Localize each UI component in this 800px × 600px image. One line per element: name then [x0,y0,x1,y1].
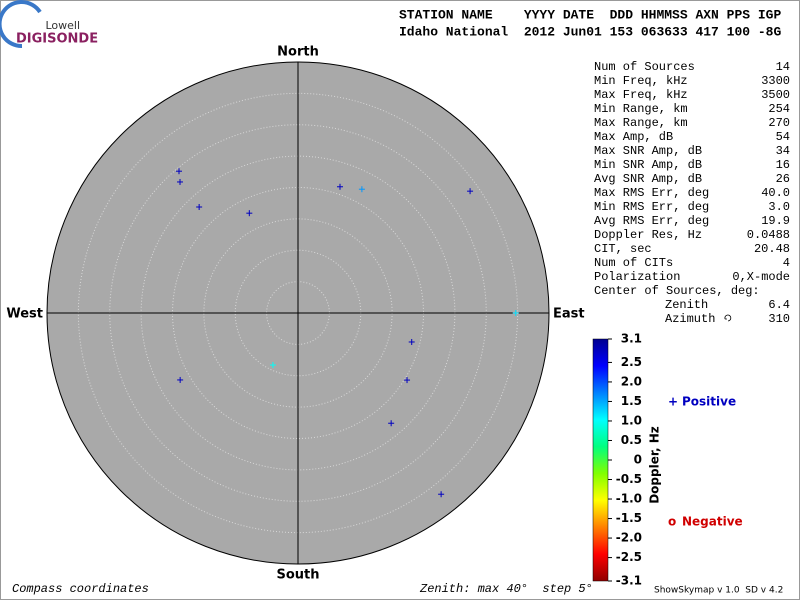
stat-label: Max Amp, dB [594,130,673,144]
stat-value: 0,X-mode [732,270,790,284]
stat-value: 254 [768,102,790,116]
stat-value: 54 [776,130,790,144]
legend-label: Positive [682,395,736,409]
stat-label: Max RMS Err, deg [594,186,709,200]
stat-value: 34 [776,144,790,158]
stat-value: 16 [776,158,790,172]
azimuth-arrow [724,314,732,322]
stat-label: Avg SNR Amp, dB [594,172,702,186]
colorbar-tick-label: -2.5 [616,550,642,564]
stat-label: Min SNR Amp, dB [594,158,702,172]
stat-label: Max Freq, kHz [594,88,688,102]
north-label: North [277,45,319,60]
stat-value: 3500 [761,88,790,102]
center-value: 310 [768,312,790,326]
colorbar [592,338,609,582]
west-label: West [6,307,43,322]
source-point [336,183,343,190]
legend-symbol: o [668,515,676,529]
source-point [177,178,184,185]
stat-label: Num of Sources [594,60,695,74]
colorbar-title: Doppler, Hz [648,426,662,504]
colorbar-tick-label: 1.5 [621,394,642,408]
stat-value: 3.0 [768,200,790,214]
center-label: Azimuth [665,312,715,326]
center-value: 6.4 [768,298,790,312]
stat-label: Min RMS Err, deg [594,200,709,214]
source-point [177,376,184,383]
stat-label: Avg RMS Err, deg [594,214,709,228]
colorbar-tick-label: 2.5 [621,355,642,369]
header-columns: STATION NAME YYYY DATE DDD HHMMSS AXN PP… [399,7,781,22]
source-point [512,310,519,316]
footer-left: Compass coordinates [12,582,149,596]
footer-right: ShowSkymap v 1.0 SD v 4.2 [654,586,783,596]
stat-value: 19.9 [761,214,790,228]
stat-value: 14 [776,60,790,74]
colorbar-tick-label: -2.0 [616,531,642,545]
south-label: South [276,568,319,583]
stat-label: Min Freq, kHz [594,74,688,88]
east-label: East [553,307,585,322]
colorbar-tick-label: -1.0 [616,492,642,506]
stat-label: Min Range, km [594,102,688,116]
source-point [388,420,395,427]
logo-lowell: Lowell [45,19,80,32]
logo-swoosh [0,0,42,49]
stat-label: CIT, sec [594,242,652,256]
source-point [404,377,411,384]
source-point [358,186,365,193]
source-point [246,210,253,217]
stat-value: 3300 [761,74,790,88]
colorbar-tick-label: -3.1 [616,574,642,588]
stat-label: Max SNR Amp, dB [594,144,702,158]
colorbar-tick-label: -1.5 [616,511,642,525]
logo-digisonde: DIGISONDE [16,32,98,47]
source-point [196,203,203,210]
stat-value: 20.48 [754,242,790,256]
colorbar-tick-label: 0 [634,453,642,467]
stat-value: 40.0 [761,186,790,200]
source-point [408,338,415,345]
center-title: Center of Sources, deg: [594,284,760,298]
stat-value: 26 [776,172,790,186]
stat-value: 4 [783,256,790,270]
stat-label: Polarization [594,270,680,284]
stat-value: 270 [768,116,790,130]
footer-middle: Zenith: max 40° step 5° [419,582,593,596]
header-values: Idaho National 2012 Jun01 153 063633 417… [399,24,781,39]
center-label: Zenith [665,298,708,312]
colorbar-tick-label: 2.0 [621,374,642,388]
stat-label: Doppler Res, Hz [594,228,702,242]
colorbar-tick-label: -0.5 [616,472,642,486]
source-point [438,491,445,498]
source-point [467,188,474,195]
colorbar-tick-label: 3.1 [621,332,642,346]
legend-symbol: + [668,395,678,409]
colorbar-tick-label: 0.5 [621,433,642,447]
stat-label: Max Range, km [594,116,688,130]
source-point [269,362,276,369]
side-panel: 3.1 2.5 2.0 1.5 1.0 0.5 0 -0.5 -1.0 -1.5 -2.0 -2.5 -… [592,60,790,588]
polar-plot: North South West East [6,45,584,583]
source-point [176,168,183,175]
colorbar-tick-label: 1.0 [621,413,642,427]
stat-value: 0.0488 [747,228,790,242]
stat-label: Num of CITs [594,256,673,270]
legend-label: Negative [682,515,743,529]
